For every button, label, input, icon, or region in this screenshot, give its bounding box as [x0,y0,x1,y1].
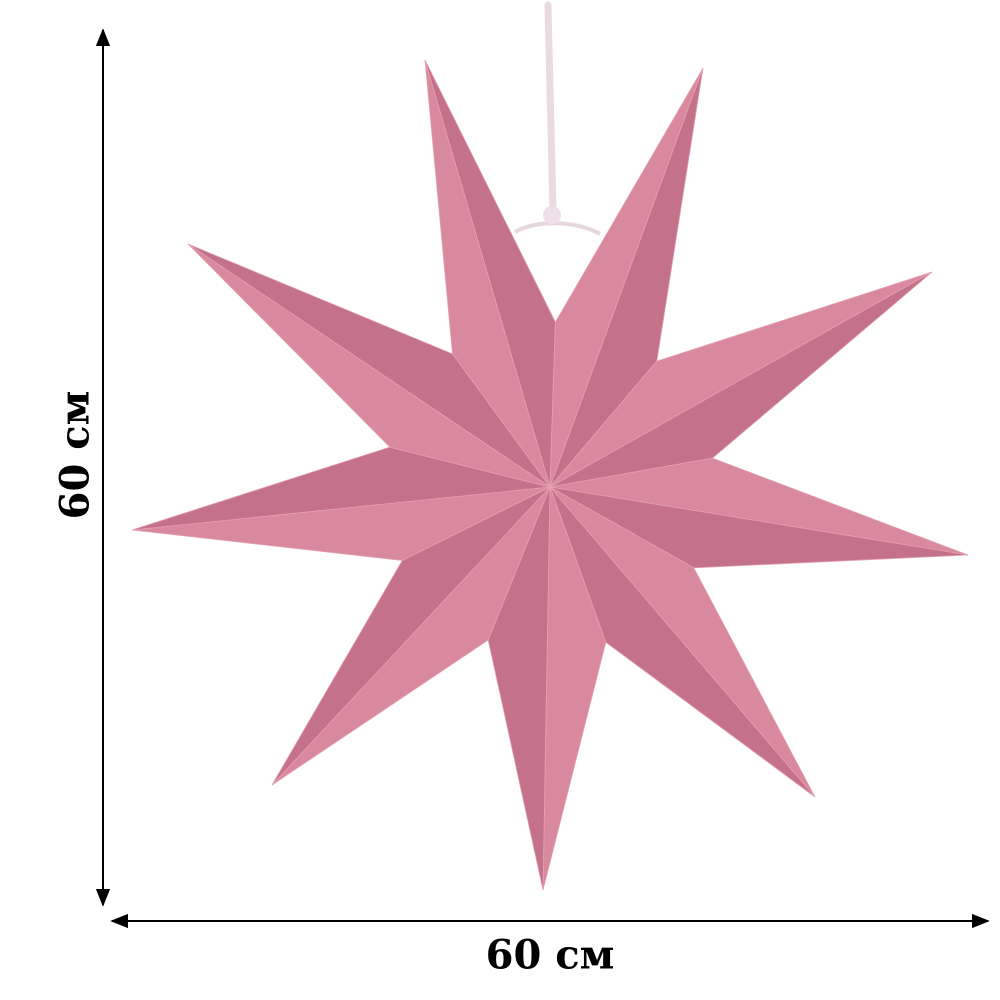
height-dimension-label: 60 см [51,390,99,520]
width-dimension-label: 60 см [485,931,615,979]
hanging-cord [513,1,601,236]
star-point-facet [187,243,551,488]
nine-point-star [131,59,969,891]
